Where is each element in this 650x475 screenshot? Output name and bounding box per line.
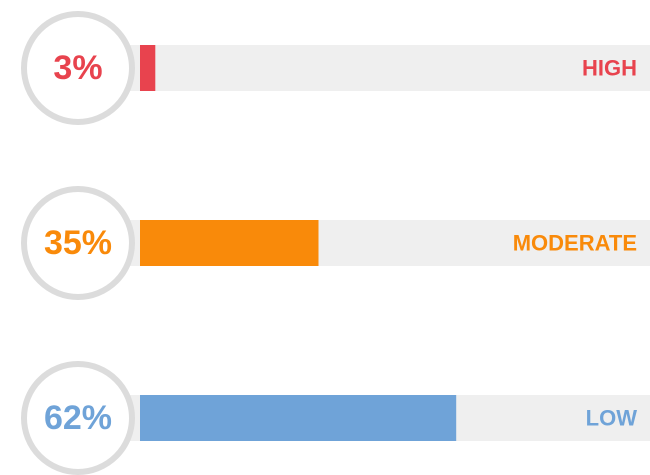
category-label: MODERATE	[513, 231, 637, 256]
value-label: 3%	[53, 49, 102, 87]
category-label: LOW	[586, 406, 638, 431]
bar	[140, 220, 319, 266]
badge-circle	[21, 361, 135, 475]
bar-track	[130, 45, 650, 91]
value-label: 35%	[44, 224, 112, 262]
badge-circle	[21, 11, 135, 125]
badge-circle	[21, 186, 135, 300]
bar	[140, 395, 457, 441]
value-label: 62%	[44, 399, 112, 437]
bar	[140, 45, 156, 91]
category-label: HIGH	[582, 56, 637, 81]
